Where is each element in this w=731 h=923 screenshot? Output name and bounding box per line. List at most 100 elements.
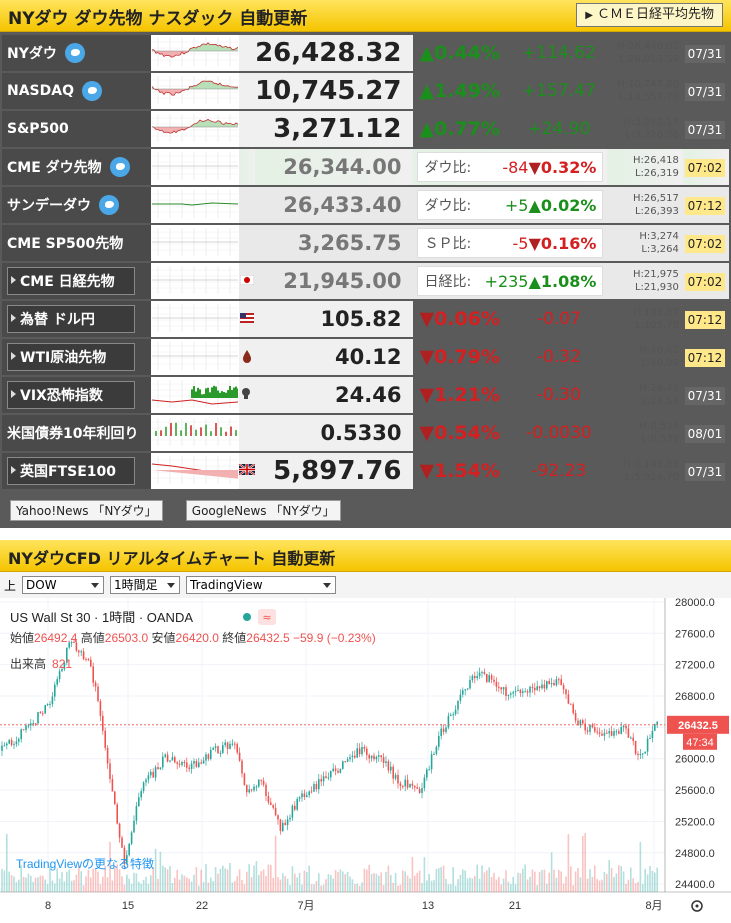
quote-date: 07/31 (683, 35, 729, 71)
quote-price: 10,745.27 (255, 73, 414, 109)
sparkline-svg (152, 266, 239, 294)
change-value: -0.32 (536, 347, 581, 367)
quote-name[interactable]: WTI原油先物 (2, 339, 152, 375)
sparkline-svg (152, 418, 239, 446)
quote-row[interactable]: 英国FTSE100 5,897.76 ▼1.54% -92.23 H:6,145.83 L… (2, 453, 729, 489)
y-tick-label: 26800.0 (675, 691, 715, 703)
flag-cell (239, 73, 256, 109)
quote-name[interactable]: CME 日経先物 (2, 263, 152, 299)
last-price-label: 26432.5 (678, 720, 718, 732)
ratio-label: ＳＰ比: (424, 236, 472, 252)
quote-name[interactable]: 為替 ドル円 (2, 301, 152, 337)
cme-nikkei-button[interactable]: ▶ ＣＭＥ日経平均先物 (576, 3, 723, 27)
x-tick-label: 15 (122, 900, 134, 912)
up-arrow-icon: ▲ (419, 118, 435, 140)
sparkline (151, 187, 240, 223)
quotes-panel: NYダウ 26,428.32 ▲0.44% +114.62 H:26,440.02 L:2… (0, 32, 731, 492)
down-arrow-icon: ▼ (419, 346, 435, 368)
google-news-link[interactable]: GoogleNews 「NYダウ」 (185, 500, 341, 521)
quote-date: 07:02 (682, 149, 729, 185)
quote-row[interactable]: 米国債券10年利回り 0.5330 ▼0.54% -0.0030 H:0.533 L:0.… (2, 415, 729, 451)
quote-name[interactable]: S&P500 (2, 111, 152, 147)
sparkline-svg (152, 342, 239, 370)
x-tick-label: 8 (45, 900, 51, 912)
sparkline (151, 377, 240, 413)
ratio-value: +235 (484, 271, 529, 291)
change-pct: ▼1.54% (419, 460, 501, 482)
x-tick-label: 22 (196, 900, 208, 912)
quote-name[interactable]: VIX恐怖指数 (2, 377, 152, 413)
quote-price: 3,271.12 (255, 111, 414, 147)
flag-cell (239, 35, 256, 71)
quote-row[interactable]: NYダウ 26,428.32 ▲0.44% +114.62 H:26,440.02 L:2… (2, 35, 729, 71)
x-tick-label: 13 (422, 900, 434, 912)
quote-name[interactable]: 英国FTSE100 (2, 453, 152, 489)
twitter-icon[interactable] (109, 157, 130, 177)
high-low: H:3,274 L:3,264 (607, 225, 683, 261)
x-tick-label: 7月 (297, 900, 314, 912)
down-arrow-icon: ▼ (528, 233, 541, 253)
quote-name[interactable]: CME ダウ先物 (2, 149, 152, 185)
sparkline-svg (152, 456, 239, 484)
high-low: H:21,975 L:21,930 (607, 263, 683, 299)
y-tick-label: 25200.0 (675, 816, 715, 828)
quote-row[interactable]: WTI原油先物 40.12 ▼0.79% -0.32 H:40.42 L:40.09 07:… (2, 339, 729, 375)
change-value: +24.90 (527, 119, 591, 139)
up-arrow-icon: ▲ (419, 80, 435, 102)
change-pct: ▲0.44% (419, 42, 501, 64)
quote-date: 08/01 (683, 415, 729, 451)
quote-date: 07:12 (682, 187, 729, 223)
tradingview-chart[interactable]: 28000.027600.027200.026800.026400.026000… (0, 598, 731, 923)
provider-select[interactable]: TradingView (186, 576, 337, 594)
quote-row[interactable]: VIX恐怖指数 24.46 ▼1.21% -0.30 H:26.41 L:23.55 07/… (2, 377, 729, 413)
high-low: H:6,145.83 L:5,924.70 (623, 459, 679, 483)
quote-row[interactable]: CME SP500先物 3,265.75 ＳＰ比: -5 ▼0.16% H:3,274 L:… (2, 225, 729, 261)
flag-cell (239, 187, 256, 223)
high-low: H:26.41 L:23.55 (639, 383, 679, 407)
quote-date: 07/31 (683, 111, 729, 147)
down-arrow-icon: ▼ (419, 460, 435, 482)
change-value: +114.62 (522, 43, 596, 63)
gear-icon (691, 900, 703, 912)
ratio-label: ダウ比: (424, 198, 472, 214)
quote-row[interactable]: CME ダウ先物 26,344.00 ダウ比: -84 ▼0.32% H:26,418 L:… (2, 149, 729, 185)
change-value: -0.30 (536, 385, 581, 405)
quote-name[interactable]: 米国債券10年利回り (2, 415, 152, 451)
symbol-line: US Wall St 30 · 1時間 · OANDA (10, 610, 193, 625)
y-tick-label: 27600.0 (675, 628, 715, 640)
quote-row[interactable]: CME 日経先物 21,945.00 日経比: +235 ▲1.08% H:21,975 L… (2, 263, 729, 299)
ratio-value: +5 (504, 195, 529, 215)
twitter-icon[interactable] (82, 81, 102, 101)
sparkline (151, 415, 240, 451)
sparkline-svg (152, 76, 239, 104)
quote-name[interactable]: NASDAQ (2, 73, 152, 109)
quote-row[interactable]: NASDAQ 10,745.27 ▲1.49% +157.47 H:10,747.80 L… (2, 73, 729, 109)
interval-select[interactable]: 1時間足 (110, 576, 181, 594)
quote-date: 07/31 (683, 453, 729, 489)
yahoo-news-link[interactable]: Yahoo!News 「NYダウ」 (10, 500, 163, 521)
quote-row[interactable]: 為替 ドル円 105.82 ▼0.06% -0.07 H:105.87 L:105.78 0… (2, 301, 729, 337)
twitter-icon[interactable] (64, 43, 85, 63)
ratio-label: ダウ比: (424, 160, 472, 176)
quote-row[interactable]: S&P500 3,271.12 ▲0.77% +24.90 H:3,272.17 L:3,… (2, 111, 729, 147)
quote-name[interactable]: NYダウ (2, 35, 152, 71)
vix-flag-icon (239, 377, 256, 413)
price-chart-svg[interactable]: 28000.027600.027200.026800.026400.026000… (0, 598, 731, 923)
quote-row[interactable]: サンデーダウ 26,433.40 ダウ比: +5 ▲0.02% H:26,517 L:26,… (2, 187, 729, 223)
uk-flag-icon (238, 453, 256, 489)
quote-name[interactable]: サンデーダウ (2, 187, 152, 223)
change-pct: ▼0.54% (419, 422, 501, 444)
high-low: H:26,418 L:26,319 (607, 149, 683, 185)
quote-name[interactable]: CME SP500先物 (2, 225, 152, 261)
down-arrow-icon: ▼ (419, 384, 435, 406)
ratio-pct: ▼0.16% (528, 233, 597, 253)
ratio-value: -5 (512, 233, 529, 253)
high-low: H:105.87 L:105.78 (633, 307, 679, 331)
change-pct: ▼0.06% (419, 308, 501, 330)
chart-title: NYダウCFD リアルタイムチャート 自動更新 (8, 549, 336, 568)
change-pct: ▲0.77% (419, 118, 501, 140)
quote-price: 105.82 (255, 301, 414, 337)
quote-price: 21,945.00 (255, 263, 414, 299)
symbol-select[interactable]: DOW (22, 576, 105, 594)
twitter-icon[interactable] (99, 195, 119, 215)
